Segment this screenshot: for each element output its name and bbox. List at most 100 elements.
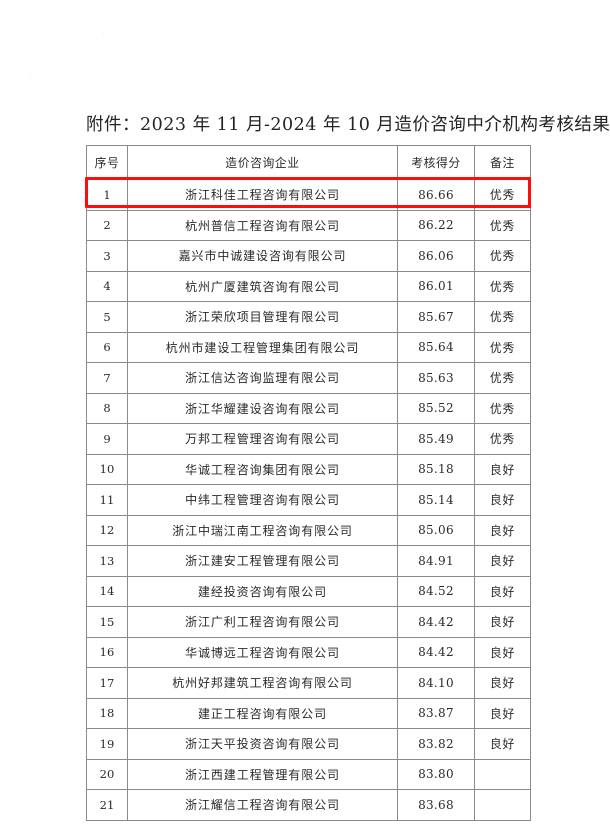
cell-remark: 良好 xyxy=(474,697,531,729)
cell-remark: 优秀 xyxy=(474,423,531,455)
cell-index: 1 xyxy=(86,179,128,211)
table-row: 14 建经投资咨询有限公司 84.52 良好 xyxy=(86,575,531,607)
table-row: 8 浙江华耀建设咨询有限公司 85.52 优秀 xyxy=(86,392,531,424)
cell-score: 84.91 xyxy=(397,545,475,577)
table-row: 19 浙江天平投资咨询有限公司 83.82 良好 xyxy=(86,728,531,760)
cell-index: 8 xyxy=(86,392,128,424)
cell-index: 13 xyxy=(86,545,128,577)
cell-score: 83.80 xyxy=(397,758,475,790)
cell-company: 浙江荣欣项目管理有限公司 xyxy=(127,301,398,333)
table-row: 18 建正工程咨询有限公司 83.87 良好 xyxy=(86,697,531,729)
table-row: 9 万邦工程管理咨询有限公司 85.49 优秀 xyxy=(86,423,531,455)
table-row: 2 杭州普信工程咨询有限公司 86.22 优秀 xyxy=(86,209,531,241)
table-row: 12 浙江中瑞江南工程咨询有限公司 85.06 良好 xyxy=(86,514,531,546)
column-header-index: 序号 xyxy=(86,145,128,180)
table-row: 5 浙江荣欣项目管理有限公司 85.67 优秀 xyxy=(86,301,531,333)
cell-company: 浙江广利工程咨询有限公司 xyxy=(127,606,398,638)
cell-company: 华诚工程咨询集团有限公司 xyxy=(127,453,398,485)
cell-score: 85.06 xyxy=(397,514,475,546)
cell-score: 84.42 xyxy=(397,606,475,638)
column-header-score: 考核得分 xyxy=(397,145,475,180)
cell-company: 中纬工程管理咨询有限公司 xyxy=(127,484,398,516)
cell-remark: 优秀 xyxy=(474,301,531,333)
cell-company: 嘉兴市中诚建设咨询有限公司 xyxy=(127,240,398,272)
cell-remark: 良好 xyxy=(474,728,531,760)
cell-index: 2 xyxy=(86,209,128,241)
cell-remark: 良好 xyxy=(474,545,531,577)
table-row: 10 华诚工程咨询集团有限公司 85.18 良好 xyxy=(86,453,531,485)
cell-company: 浙江信达咨询监理有限公司 xyxy=(127,362,398,394)
cell-remark: 良好 xyxy=(474,484,531,516)
cell-index: 3 xyxy=(86,240,128,272)
cell-remark: 优秀 xyxy=(474,240,531,272)
cell-index: 4 xyxy=(86,270,128,302)
table-row: 17 杭州好邦建筑工程咨询有限公司 84.10 良好 xyxy=(86,667,531,699)
page-title: 附件：2023 年 11 月-2024 年 10 月造价咨询中介机构考核结果 xyxy=(86,115,610,135)
cell-score: 84.52 xyxy=(397,575,475,607)
cell-company: 浙江耀信工程咨询有限公司 xyxy=(127,789,398,821)
cell-company: 浙江西建工程管理有限公司 xyxy=(127,758,398,790)
cell-company: 万邦工程管理咨询有限公司 xyxy=(127,423,398,455)
table-row: 13 浙江建安工程管理有限公司 84.91 良好 xyxy=(86,545,531,577)
cell-remark: 良好 xyxy=(474,514,531,546)
cell-index: 17 xyxy=(86,667,128,699)
cell-remark: 优秀 xyxy=(474,270,531,302)
table-row: 11 中纬工程管理咨询有限公司 85.14 良好 xyxy=(86,484,531,516)
cell-company: 浙江中瑞江南工程咨询有限公司 xyxy=(127,514,398,546)
cell-remark xyxy=(474,758,531,790)
cell-score: 83.68 xyxy=(397,789,475,821)
table-row: 6 杭州市建设工程管理集团有限公司 85.64 优秀 xyxy=(86,331,531,363)
cell-company: 杭州广厦建筑咨询有限公司 xyxy=(127,270,398,302)
cell-score: 85.67 xyxy=(397,301,475,333)
table-row: 16 华诚博远工程咨询有限公司 84.42 良好 xyxy=(86,636,531,668)
cell-remark: 良好 xyxy=(474,575,531,607)
cell-remark: 优秀 xyxy=(474,209,531,241)
cell-company: 杭州好邦建筑工程咨询有限公司 xyxy=(127,667,398,699)
cell-remark: 良好 xyxy=(474,667,531,699)
cell-company: 华诚博远工程咨询有限公司 xyxy=(127,636,398,668)
table-header-row: 序号 造价咨询企业 考核得分 备注 xyxy=(86,145,531,180)
cell-score: 86.22 xyxy=(397,209,475,241)
cell-remark: 良好 xyxy=(474,453,531,485)
cell-index: 19 xyxy=(86,728,128,760)
cell-remark: 良好 xyxy=(474,606,531,638)
cell-company: 浙江华耀建设咨询有限公司 xyxy=(127,392,398,424)
cell-company: 建正工程咨询有限公司 xyxy=(127,697,398,729)
cell-score: 84.10 xyxy=(397,667,475,699)
cell-company: 浙江天平投资咨询有限公司 xyxy=(127,728,398,760)
cell-remark: 良好 xyxy=(474,636,531,668)
cell-index: 20 xyxy=(86,758,128,790)
cell-index: 21 xyxy=(86,789,128,821)
cell-index: 16 xyxy=(86,636,128,668)
cell-index: 12 xyxy=(86,514,128,546)
cell-index: 10 xyxy=(86,453,128,485)
cell-index: 5 xyxy=(86,301,128,333)
table-row: 4 杭州广厦建筑咨询有限公司 86.01 优秀 xyxy=(86,270,531,302)
cell-company: 建经投资咨询有限公司 xyxy=(127,575,398,607)
cell-score: 85.63 xyxy=(397,362,475,394)
table-row: 20 浙江西建工程管理有限公司 83.80 xyxy=(86,758,531,790)
cell-score: 83.82 xyxy=(397,728,475,760)
cell-score: 85.49 xyxy=(397,423,475,455)
table-row: 21 浙江耀信工程咨询有限公司 83.68 xyxy=(86,789,531,821)
cell-remark: 优秀 xyxy=(474,331,531,363)
cell-company: 杭州市建设工程管理集团有限公司 xyxy=(127,331,398,363)
cell-index: 15 xyxy=(86,606,128,638)
cell-score: 86.01 xyxy=(397,270,475,302)
table-row: 1 浙江科佳工程咨询有限公司 86.66 优秀 xyxy=(86,179,531,211)
cell-remark: 优秀 xyxy=(474,362,531,394)
cell-index: 11 xyxy=(86,484,128,516)
cell-score: 85.18 xyxy=(397,453,475,485)
assessment-results-table: 序号 造价咨询企业 考核得分 备注 1 浙江科佳工程咨询有限公司 86.66 优秀 2 杭… xyxy=(86,145,531,821)
cell-score: 86.06 xyxy=(397,240,475,272)
cell-company: 浙江科佳工程咨询有限公司 xyxy=(127,179,398,211)
cell-score: 85.64 xyxy=(397,331,475,363)
cell-index: 7 xyxy=(86,362,128,394)
cell-remark xyxy=(474,789,531,821)
cell-remark: 优秀 xyxy=(474,179,531,211)
cell-index: 14 xyxy=(86,575,128,607)
cell-score: 84.42 xyxy=(397,636,475,668)
cell-score: 85.52 xyxy=(397,392,475,424)
cell-index: 9 xyxy=(86,423,128,455)
